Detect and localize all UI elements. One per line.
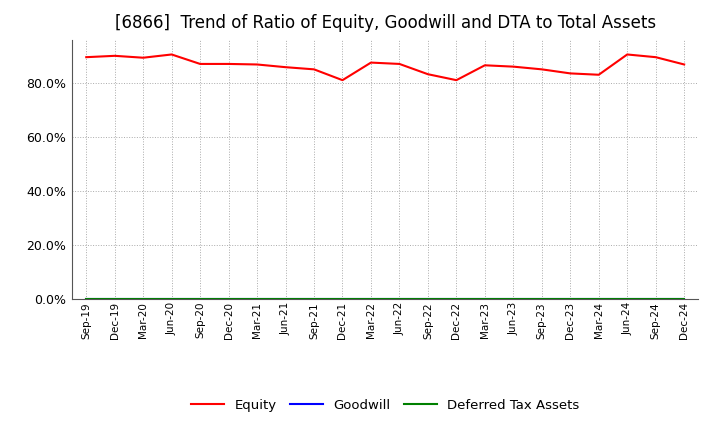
Line: Equity: Equity	[86, 55, 684, 80]
Deferred Tax Assets	[395, 297, 404, 302]
Equity	[310, 67, 318, 72]
Goodwill	[595, 297, 603, 302]
Equity	[423, 72, 432, 77]
Deferred Tax Assets	[225, 297, 233, 302]
Equity	[225, 61, 233, 66]
Deferred Tax Assets	[196, 297, 204, 302]
Deferred Tax Assets	[310, 297, 318, 302]
Equity	[282, 65, 290, 70]
Goodwill	[225, 297, 233, 302]
Deferred Tax Assets	[423, 297, 432, 302]
Deferred Tax Assets	[167, 297, 176, 302]
Equity	[452, 77, 461, 83]
Goodwill	[282, 297, 290, 302]
Deferred Tax Assets	[282, 297, 290, 302]
Deferred Tax Assets	[595, 297, 603, 302]
Goodwill	[338, 297, 347, 302]
Goodwill	[537, 297, 546, 302]
Goodwill	[480, 297, 489, 302]
Goodwill	[395, 297, 404, 302]
Goodwill	[566, 297, 575, 302]
Goodwill	[423, 297, 432, 302]
Deferred Tax Assets	[452, 297, 461, 302]
Goodwill	[452, 297, 461, 302]
Legend: Equity, Goodwill, Deferred Tax Assets: Equity, Goodwill, Deferred Tax Assets	[186, 394, 585, 417]
Deferred Tax Assets	[680, 297, 688, 302]
Goodwill	[310, 297, 318, 302]
Deferred Tax Assets	[480, 297, 489, 302]
Equity	[253, 62, 261, 67]
Equity	[338, 77, 347, 83]
Equity	[480, 62, 489, 68]
Equity	[196, 61, 204, 66]
Equity	[139, 55, 148, 60]
Deferred Tax Assets	[537, 297, 546, 302]
Goodwill	[509, 297, 518, 302]
Equity	[110, 53, 119, 59]
Goodwill	[167, 297, 176, 302]
Deferred Tax Assets	[652, 297, 660, 302]
Equity	[395, 61, 404, 66]
Equity	[680, 62, 688, 67]
Goodwill	[82, 297, 91, 302]
Deferred Tax Assets	[338, 297, 347, 302]
Deferred Tax Assets	[509, 297, 518, 302]
Equity	[652, 55, 660, 60]
Goodwill	[623, 297, 631, 302]
Equity	[623, 52, 631, 57]
Goodwill	[366, 297, 375, 302]
Goodwill	[139, 297, 148, 302]
Deferred Tax Assets	[366, 297, 375, 302]
Equity	[566, 71, 575, 76]
Deferred Tax Assets	[82, 297, 91, 302]
Equity	[366, 60, 375, 65]
Equity	[537, 67, 546, 72]
Goodwill	[652, 297, 660, 302]
Deferred Tax Assets	[566, 297, 575, 302]
Equity	[82, 55, 91, 60]
Equity	[509, 64, 518, 69]
Equity	[595, 72, 603, 77]
Goodwill	[253, 297, 261, 302]
Goodwill	[196, 297, 204, 302]
Goodwill	[110, 297, 119, 302]
Deferred Tax Assets	[110, 297, 119, 302]
Equity	[167, 52, 176, 57]
Deferred Tax Assets	[139, 297, 148, 302]
Title: [6866]  Trend of Ratio of Equity, Goodwill and DTA to Total Assets: [6866] Trend of Ratio of Equity, Goodwil…	[114, 15, 656, 33]
Deferred Tax Assets	[253, 297, 261, 302]
Goodwill	[680, 297, 688, 302]
Deferred Tax Assets	[623, 297, 631, 302]
